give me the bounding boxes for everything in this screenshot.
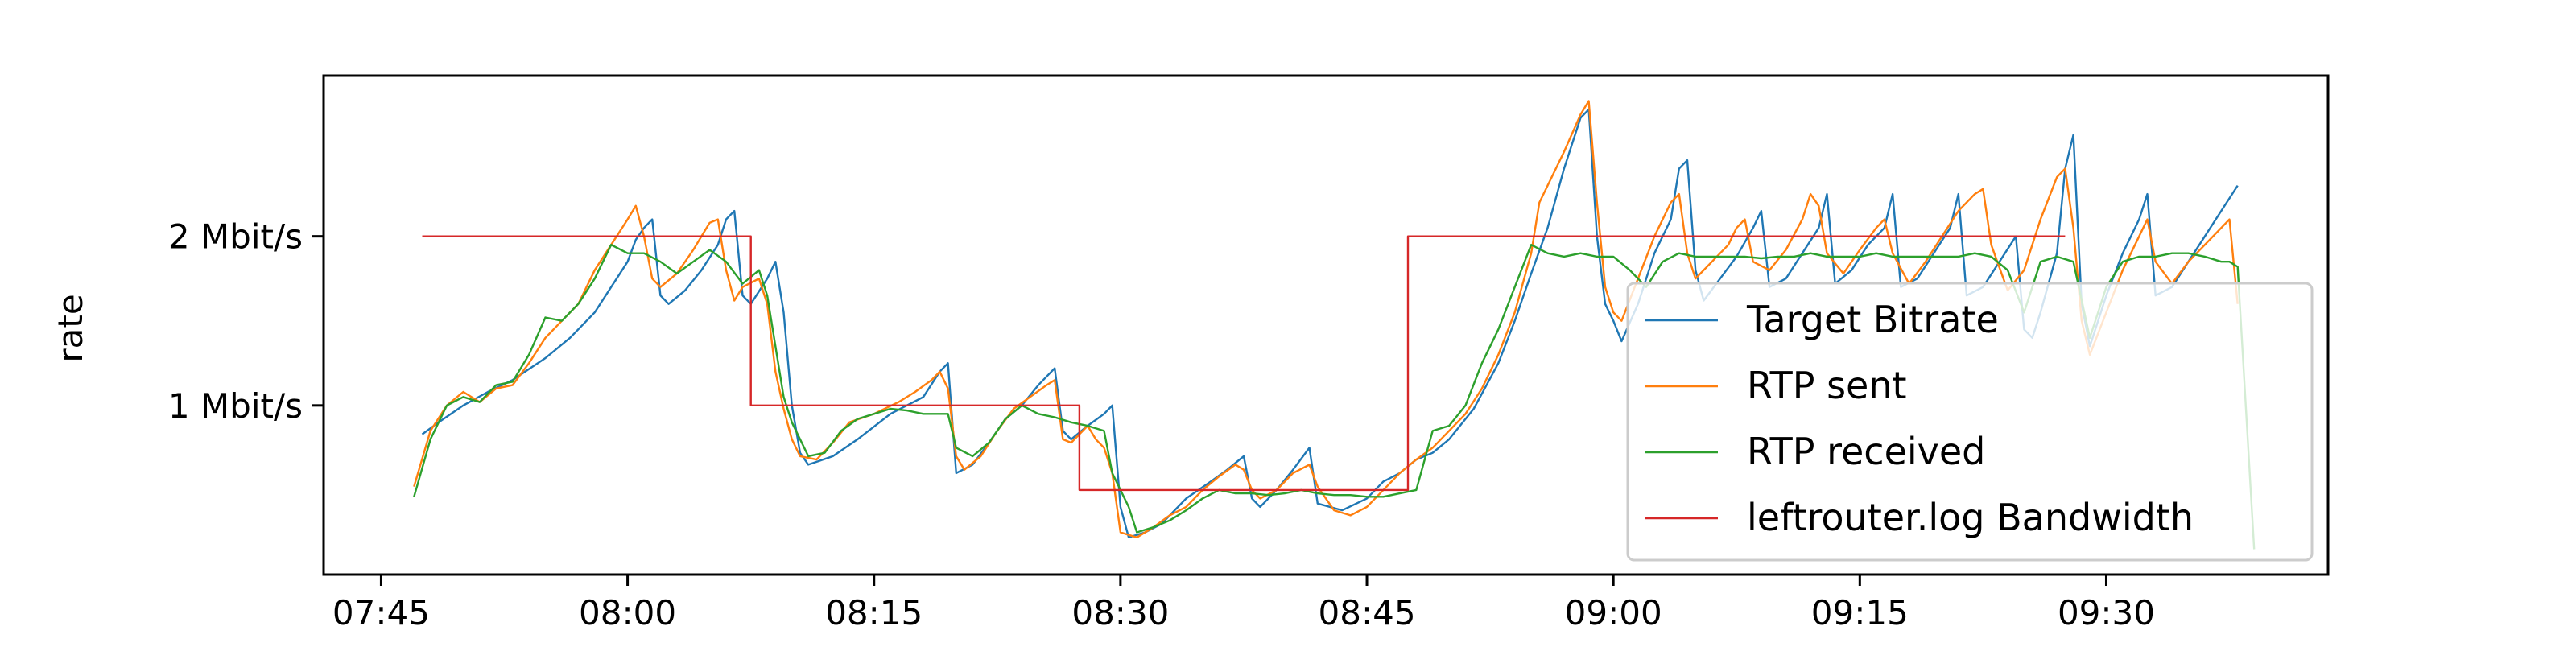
y-axis-label: rate [51, 294, 90, 362]
x-tick-label: 07:45 [332, 593, 430, 633]
x-tick-label: 09:30 [2058, 593, 2155, 633]
x-tick-label: 08:00 [579, 593, 676, 633]
x-tick-label: 08:15 [825, 593, 923, 633]
legend-box [1626, 282, 2314, 562]
plot-frame [322, 74, 2330, 576]
x-tick-label: 09:15 [1811, 593, 1909, 633]
legend-label: RTP sent [1747, 364, 1907, 407]
axes: 07:45 08:00 08:15 08:30 08:45 09:00 09:15 09:30… [168, 74, 2330, 633]
legend-label: leftrouter.log Bandwidth [1747, 496, 2194, 539]
legend: Target Bitrate RTP sent RTP received leftro… [1626, 282, 2314, 562]
series-line-leftrouter-log-bandwidth [422, 235, 2066, 492]
legend-label: RTP received [1747, 430, 1985, 473]
x-tick-label: 08:30 [1071, 593, 1169, 633]
x-tick-label: 08:45 [1319, 593, 1416, 633]
y-tick-label: 1 Mbit/s [168, 386, 303, 426]
legend-label: Target Bitrate [1746, 298, 1999, 341]
y-tick-label: 2 Mbit/s [168, 217, 303, 257]
x-tick-label: 09:00 [1565, 593, 1662, 633]
